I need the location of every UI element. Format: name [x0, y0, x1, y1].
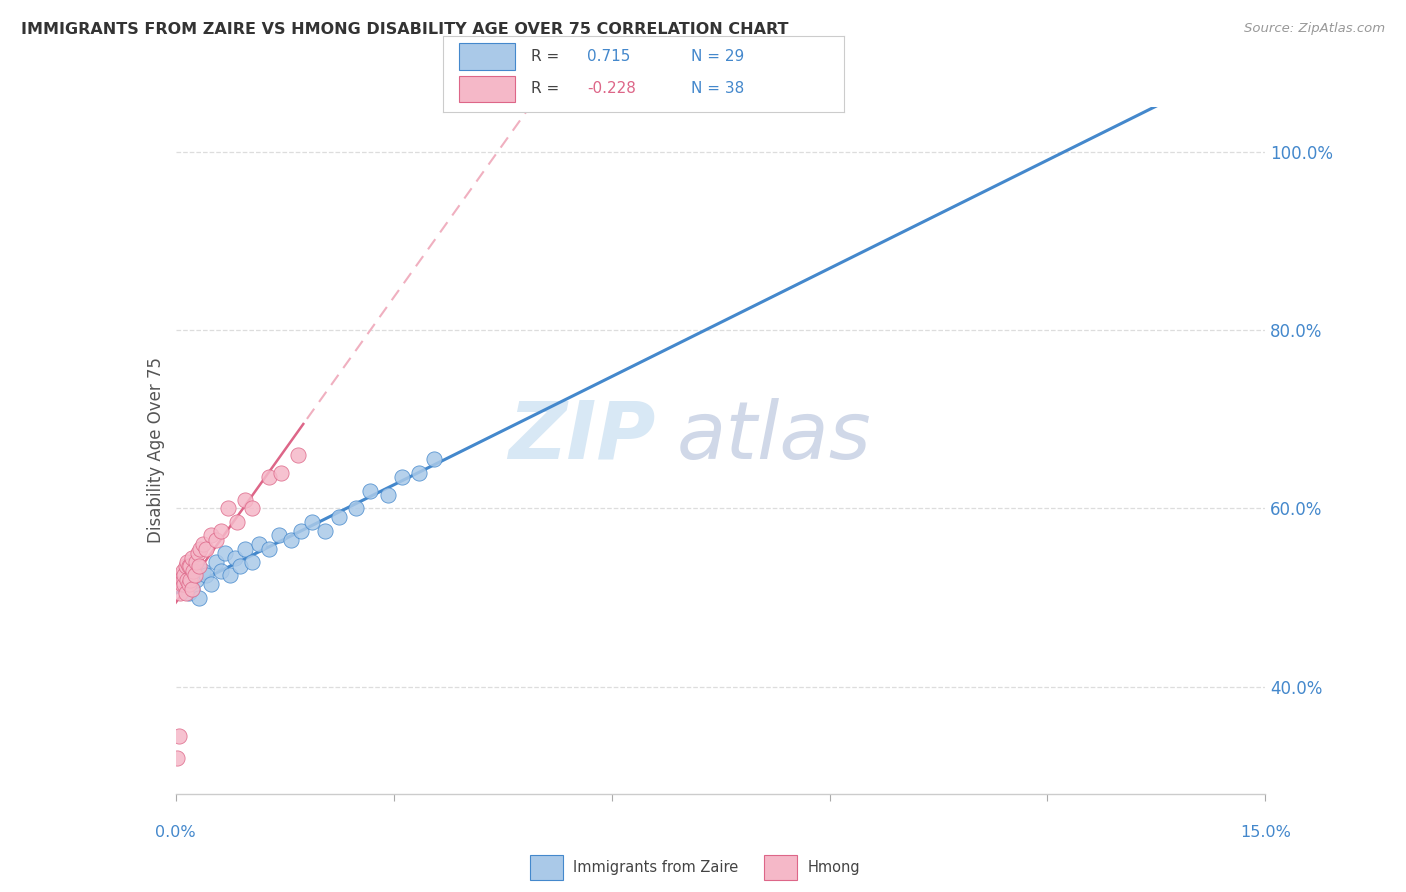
- Text: Source: ZipAtlas.com: Source: ZipAtlas.com: [1244, 22, 1385, 36]
- Point: [422, 452, 444, 467]
- Text: 15.0%: 15.0%: [1240, 825, 1291, 840]
- Point: [391, 470, 413, 484]
- Point: [247, 537, 270, 551]
- Text: 0.715: 0.715: [588, 49, 630, 63]
- Point: [177, 577, 200, 591]
- Point: [408, 466, 430, 480]
- Point: [359, 483, 381, 498]
- Point: [233, 541, 256, 556]
- Point: [169, 573, 191, 587]
- Point: [290, 524, 312, 538]
- Point: [280, 533, 302, 547]
- Point: [204, 533, 226, 547]
- Point: [270, 466, 292, 480]
- Point: [176, 573, 198, 587]
- Point: [344, 501, 367, 516]
- Point: [200, 577, 222, 591]
- Point: [186, 546, 209, 560]
- Point: [174, 586, 197, 600]
- Point: [190, 541, 212, 556]
- Point: [169, 586, 191, 600]
- Point: [184, 555, 207, 569]
- Point: [200, 528, 222, 542]
- Point: [214, 546, 236, 560]
- Point: [180, 550, 202, 565]
- Bar: [530, 855, 562, 880]
- Point: [301, 515, 323, 529]
- Text: atlas: atlas: [678, 398, 872, 475]
- Point: [257, 541, 280, 556]
- Point: [184, 573, 207, 587]
- Point: [195, 568, 218, 582]
- Point: [224, 550, 246, 565]
- Bar: [765, 855, 797, 880]
- Point: [314, 524, 336, 538]
- Point: [240, 501, 263, 516]
- Text: R =: R =: [531, 81, 564, 96]
- Point: [287, 448, 309, 462]
- Point: [377, 488, 399, 502]
- Point: [257, 470, 280, 484]
- Point: [219, 568, 242, 582]
- Text: N = 29: N = 29: [692, 49, 745, 63]
- Point: [228, 559, 250, 574]
- Point: [233, 492, 256, 507]
- Point: [195, 541, 218, 556]
- Point: [167, 729, 190, 743]
- Text: Hmong: Hmong: [808, 860, 860, 875]
- Point: [217, 501, 239, 516]
- Point: [181, 564, 204, 578]
- Point: [170, 577, 193, 591]
- Point: [177, 559, 200, 574]
- Point: [209, 564, 232, 578]
- Y-axis label: Disability Age Over 75: Disability Age Over 75: [146, 358, 165, 543]
- Point: [267, 528, 290, 542]
- Point: [180, 582, 202, 596]
- Bar: [458, 43, 515, 70]
- Bar: [458, 76, 515, 103]
- Text: -0.228: -0.228: [588, 81, 636, 96]
- Point: [188, 559, 211, 574]
- Point: [183, 568, 205, 582]
- Point: [328, 510, 350, 524]
- Point: [240, 555, 263, 569]
- Point: [173, 577, 195, 591]
- Point: [177, 586, 200, 600]
- Point: [180, 582, 202, 596]
- Point: [174, 559, 197, 574]
- Point: [172, 573, 194, 587]
- Point: [166, 751, 188, 765]
- Text: Immigrants from Zaire: Immigrants from Zaire: [574, 860, 738, 875]
- Text: N = 38: N = 38: [692, 81, 745, 96]
- Point: [176, 555, 198, 569]
- Text: R =: R =: [531, 49, 564, 63]
- Point: [179, 573, 201, 587]
- Point: [226, 515, 249, 529]
- Text: IMMIGRANTS FROM ZAIRE VS HMONG DISABILITY AGE OVER 75 CORRELATION CHART: IMMIGRANTS FROM ZAIRE VS HMONG DISABILIT…: [21, 22, 789, 37]
- Text: 0.0%: 0.0%: [156, 825, 195, 840]
- Point: [179, 559, 201, 574]
- Point: [170, 568, 193, 582]
- Point: [209, 524, 232, 538]
- Point: [193, 537, 215, 551]
- Point: [193, 564, 215, 578]
- Point: [188, 591, 211, 605]
- Point: [172, 564, 194, 578]
- Point: [204, 555, 226, 569]
- Text: ZIP: ZIP: [508, 398, 655, 475]
- Point: [173, 568, 195, 582]
